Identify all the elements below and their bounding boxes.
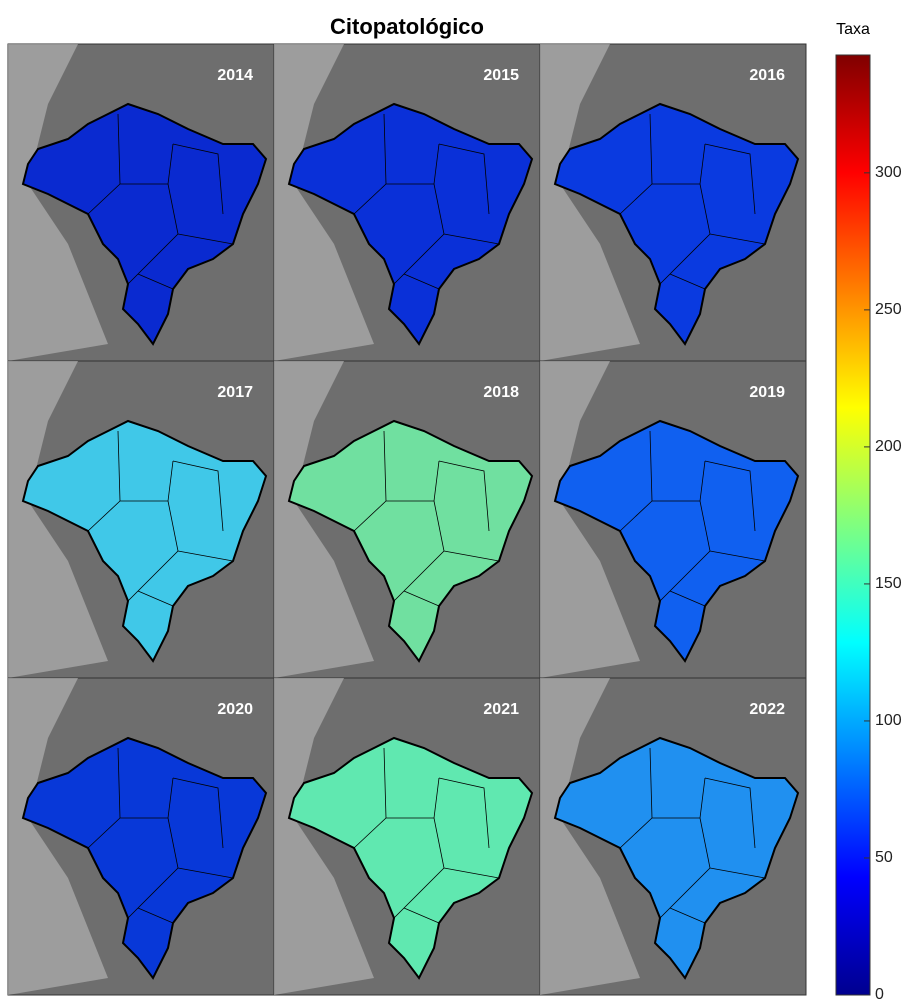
title: Citopatológico	[330, 14, 484, 39]
map-panel: 2020	[8, 678, 274, 995]
colorbar-tick-label: 200	[875, 438, 902, 455]
colorbar-tick-label: 0	[875, 986, 884, 999]
year-label: 2014	[217, 67, 253, 84]
map-panel: 2021	[274, 678, 540, 995]
colorbar-tick-label: 250	[875, 301, 902, 318]
year-label: 2020	[217, 701, 253, 718]
map-panel: 2019	[540, 361, 806, 678]
page: Citopatológico Taxa 2014 2015 2016 2017 2018…	[0, 0, 907, 1004]
map-panel: 2017	[8, 361, 274, 678]
colorbar-tick-label: 100	[875, 712, 902, 729]
colorbar	[836, 55, 870, 995]
year-label: 2022	[749, 701, 785, 718]
colorbar-tick-label: 50	[875, 849, 893, 866]
colorbar-tick-label: 150	[875, 575, 902, 592]
map-panel: 2015	[274, 44, 540, 361]
map-panel: 2016	[540, 44, 806, 361]
map-panel: 2018	[274, 361, 540, 678]
colorbar-label: Taxa	[836, 21, 870, 38]
map-panel: 2022	[540, 678, 806, 995]
map-panel: 2014	[8, 44, 274, 361]
year-label: 2016	[749, 67, 785, 84]
year-label: 2018	[483, 384, 519, 401]
year-label: 2019	[749, 384, 785, 401]
year-label: 2021	[483, 701, 519, 718]
colorbar-tick-label: 300	[875, 164, 902, 181]
year-label: 2015	[483, 67, 519, 84]
year-label: 2017	[217, 384, 253, 401]
figure: Citopatológico Taxa 2014 2015 2016 2017 2018…	[0, 0, 907, 999]
